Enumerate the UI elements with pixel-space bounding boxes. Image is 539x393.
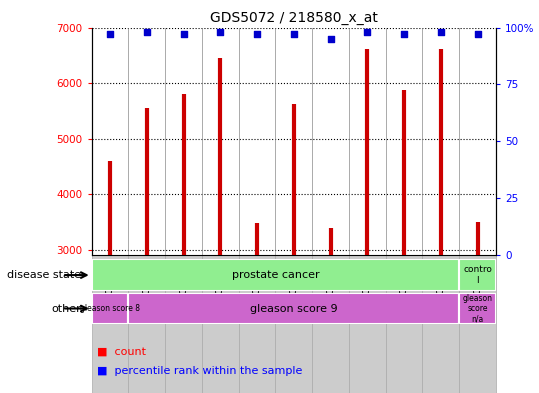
Bar <box>349 255 385 393</box>
Point <box>142 29 151 35</box>
Point <box>216 29 225 35</box>
Point <box>437 29 445 35</box>
Point <box>253 31 261 37</box>
Point <box>473 31 482 37</box>
Bar <box>312 255 349 393</box>
Point <box>363 29 371 35</box>
Point <box>289 31 298 37</box>
Text: prostate cancer: prostate cancer <box>232 270 319 280</box>
Text: contro
l: contro l <box>463 265 492 285</box>
Bar <box>275 255 312 393</box>
Bar <box>92 293 128 324</box>
Title: GDS5072 / 218580_x_at: GDS5072 / 218580_x_at <box>210 11 378 25</box>
Point <box>326 36 335 42</box>
Bar <box>459 293 496 324</box>
Bar <box>202 255 239 393</box>
Text: disease state: disease state <box>6 270 81 280</box>
Text: other: other <box>51 303 81 314</box>
Bar <box>165 255 202 393</box>
Point <box>106 31 114 37</box>
Bar <box>459 259 496 291</box>
Point <box>400 31 409 37</box>
Text: ■  count: ■ count <box>97 347 146 357</box>
Text: ■  percentile rank within the sample: ■ percentile rank within the sample <box>97 366 302 376</box>
Bar <box>128 293 459 324</box>
Text: gleason
score
n/a: gleason score n/a <box>462 294 493 323</box>
Bar <box>239 255 275 393</box>
Bar <box>92 255 128 393</box>
Point <box>179 31 188 37</box>
Bar <box>423 255 459 393</box>
Text: gleason score 8: gleason score 8 <box>80 304 140 313</box>
Bar <box>459 255 496 393</box>
Bar <box>385 255 423 393</box>
Text: gleason score 9: gleason score 9 <box>250 303 337 314</box>
Bar <box>128 255 165 393</box>
